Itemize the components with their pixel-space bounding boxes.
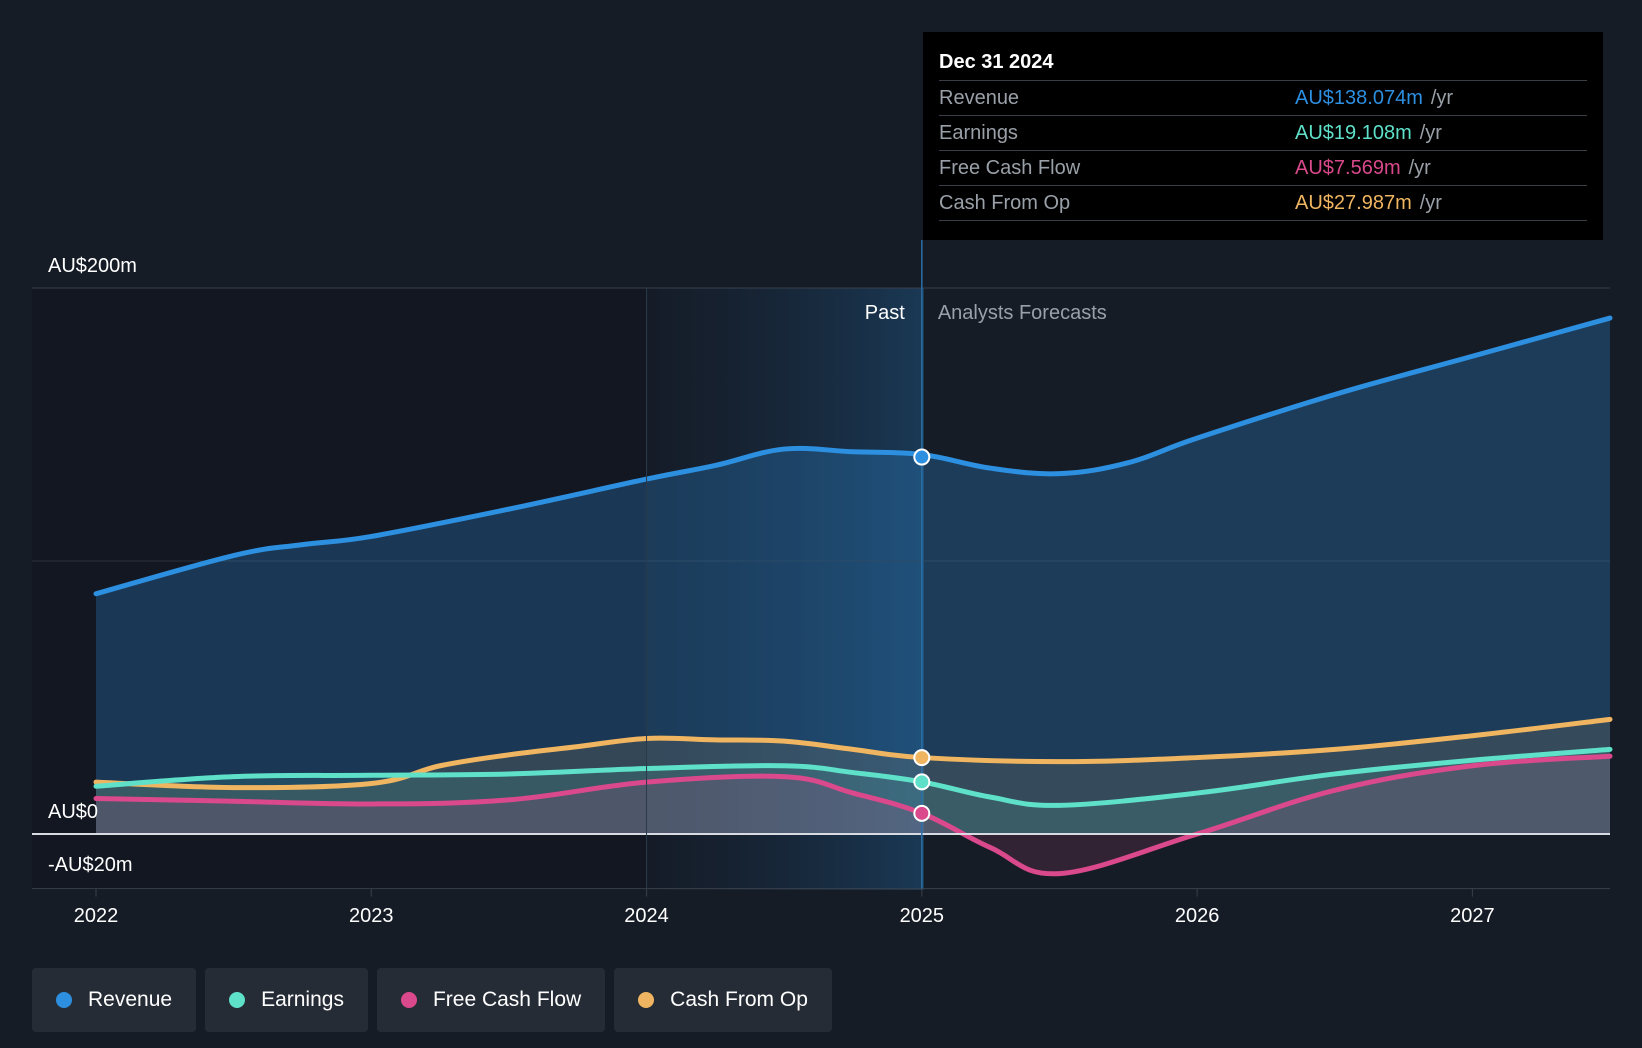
legend-item-free-cash-flow[interactable]: Free Cash Flow <box>376 968 606 1032</box>
tooltip-row-value: AU$19.108m <box>1295 121 1412 144</box>
y-tick-label: AU$200m <box>48 255 137 277</box>
series-areas <box>96 318 1610 874</box>
x-tick-label: 2025 <box>900 905 945 927</box>
tooltip-row-unit: /yr <box>1419 191 1442 214</box>
legend-label: Earnings <box>261 988 344 1011</box>
tooltip-row-cash-from-op: Cash From Op AU$27.987m /yr <box>939 186 1587 221</box>
tooltip-row-unit: /yr <box>1408 156 1431 179</box>
tooltip-markers <box>913 448 931 822</box>
highlight-region <box>647 288 924 890</box>
earnings-marker <box>913 773 931 791</box>
free-cash-flow-dot-icon <box>400 992 417 1008</box>
x-tick-label: 2027 <box>1450 905 1495 927</box>
x-tick-label: 2023 <box>349 905 394 927</box>
y-tick-label: AU$0 <box>48 801 98 823</box>
legend-label: Free Cash Flow <box>432 988 582 1011</box>
cash-from-op-area <box>96 719 1610 834</box>
cash-from-op-dot-icon <box>638 992 655 1008</box>
tooltip-row-unit: /yr <box>1430 86 1454 109</box>
tooltip-row-revenue: Revenue AU$138.074m /yr <box>939 81 1587 116</box>
x-tick-label: 2022 <box>74 905 119 927</box>
legend-item-revenue[interactable]: Revenue <box>32 968 197 1032</box>
tooltip-row-free-cash-flow: Free Cash Flow AU$7.569m /yr <box>939 151 1587 186</box>
tooltip-date: Dec 31 2024 <box>939 46 1587 81</box>
tooltip-row-name: Free Cash Flow <box>939 156 1081 179</box>
revenue-marker <box>913 448 931 466</box>
legend-label: Cash From Op <box>670 988 808 1011</box>
grid-lines <box>32 287 1610 890</box>
free-cash-flow-line <box>93 753 1613 877</box>
cash-from-op-marker <box>913 749 931 767</box>
series-lines <box>32 315 1613 877</box>
tooltip-row-earnings: Earnings AU$19.108m /yr <box>939 116 1587 151</box>
earnings-line <box>93 746 1613 808</box>
legend: Revenue Earnings Free Cash Flow Cash Fro… <box>32 968 832 1032</box>
tooltip-row-name: Cash From Op <box>939 191 1071 214</box>
revenue-dot-icon <box>56 992 72 1008</box>
cash-from-op-line <box>93 716 1613 791</box>
tooltip-row-name: Earnings <box>939 121 1018 144</box>
tooltip-row-name: Revenue <box>939 86 1020 109</box>
tooltip: Dec 31 2024 Revenue AU$138.074m /yr Earn… <box>923 32 1603 240</box>
x-axis-labels: 2022 2023 2024 2025 2026 2027 <box>74 888 1495 927</box>
earnings-dot-icon <box>229 992 246 1008</box>
x-tick-label: 2026 <box>1175 905 1220 927</box>
legend-label: Revenue <box>88 988 173 1011</box>
tooltip-row-value: AU$138.074m <box>1295 86 1423 109</box>
tooltip-row-unit: /yr <box>1419 121 1442 144</box>
free-cash-flow-area <box>96 756 1610 874</box>
forecast-label: Analysts Forecasts <box>938 302 1107 324</box>
y-tick-label: -AU$20m <box>48 854 132 876</box>
tooltip-row-value: AU$27.987m <box>1295 191 1412 214</box>
tooltip-row-value: AU$7.569m <box>1295 156 1401 179</box>
y-axis-labels: AU$200m AU$0 -AU$20m <box>48 255 137 876</box>
x-tick-label: 2024 <box>624 905 669 927</box>
legend-item-cash-from-op[interactable]: Cash From Op <box>614 968 832 1032</box>
legend-item-earnings[interactable]: Earnings <box>205 968 368 1032</box>
revenue-area <box>96 318 1610 834</box>
free-cash-flow-marker <box>913 804 931 822</box>
past-label: Past <box>865 302 905 324</box>
revenue-line <box>93 315 1613 597</box>
